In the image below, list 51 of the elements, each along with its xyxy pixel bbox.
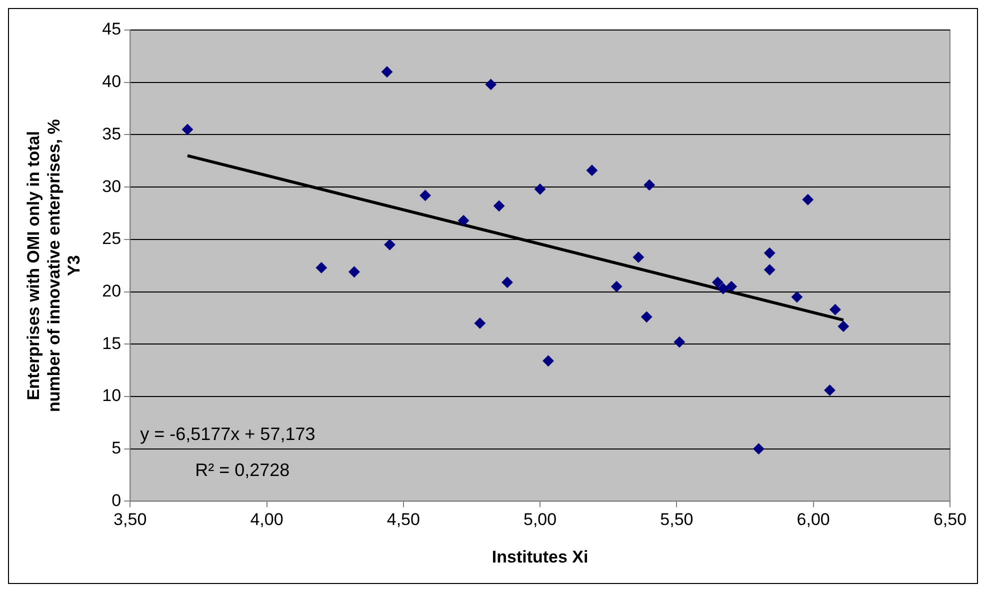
x-tick-label: 6,50 bbox=[933, 510, 967, 530]
x-axis-title: Institutes Xi bbox=[492, 547, 588, 566]
point bbox=[644, 179, 655, 190]
point bbox=[316, 262, 327, 274]
point bbox=[611, 281, 622, 292]
x-tick-label: 4,00 bbox=[250, 510, 284, 530]
x-tick-label: 5,00 bbox=[524, 510, 557, 530]
y-axis-title: Enterprises with OMI only in total number of innovative enterprises, % Y3 bbox=[24, 119, 84, 412]
point bbox=[485, 78, 496, 90]
y-tick-label: 45 bbox=[102, 20, 122, 39]
point bbox=[542, 355, 554, 366]
point bbox=[474, 318, 486, 329]
point bbox=[641, 311, 652, 322]
x-tick-label: 5,50 bbox=[660, 510, 694, 530]
point bbox=[764, 264, 776, 276]
point bbox=[830, 304, 841, 316]
point bbox=[632, 252, 644, 263]
y-tick-label: 30 bbox=[102, 176, 122, 196]
point bbox=[791, 292, 802, 303]
point bbox=[458, 215, 470, 226]
x-tick-label: 4,50 bbox=[386, 510, 420, 530]
y-tick-label: 25 bbox=[102, 229, 122, 248]
y-tick-label: 35 bbox=[102, 124, 122, 144]
point bbox=[718, 283, 729, 294]
point bbox=[494, 200, 505, 212]
point bbox=[802, 194, 814, 206]
y-tick-label: 40 bbox=[102, 72, 122, 92]
x-tick-label: 3,50 bbox=[114, 510, 147, 530]
point bbox=[764, 248, 776, 259]
point bbox=[182, 124, 193, 135]
point bbox=[420, 190, 431, 201]
point bbox=[382, 66, 393, 78]
point bbox=[824, 384, 836, 396]
y-tick-label: 15 bbox=[102, 334, 122, 353]
point bbox=[753, 443, 764, 454]
point bbox=[348, 266, 360, 278]
point bbox=[712, 276, 724, 288]
annotation: y = -6,5177x + 57,173 bbox=[140, 424, 316, 444]
y-tick-label: 10 bbox=[102, 386, 122, 406]
point bbox=[726, 281, 737, 292]
point bbox=[586, 164, 598, 176]
point bbox=[838, 320, 849, 332]
y-tick-label: 0 bbox=[112, 490, 122, 510]
y-tick-label: 5 bbox=[112, 438, 122, 458]
x-tick-label: 6,00 bbox=[796, 510, 830, 530]
point bbox=[384, 239, 396, 250]
point bbox=[674, 336, 685, 348]
annotation: R² = 0,2728 bbox=[195, 460, 290, 480]
point bbox=[534, 184, 546, 195]
point bbox=[502, 276, 513, 288]
y-tick-label: 20 bbox=[102, 281, 122, 300]
